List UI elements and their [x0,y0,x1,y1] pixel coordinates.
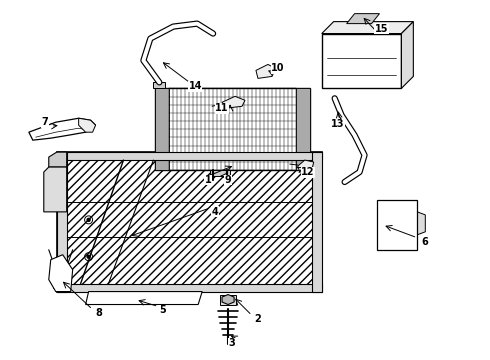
Text: 8: 8 [95,309,102,319]
Polygon shape [44,167,67,212]
Polygon shape [153,82,165,88]
Polygon shape [322,33,401,88]
Text: 4: 4 [212,207,219,217]
Circle shape [87,219,90,221]
Polygon shape [155,88,310,170]
Polygon shape [298,160,314,172]
Polygon shape [377,200,417,250]
Polygon shape [210,170,230,176]
Polygon shape [312,152,322,292]
Polygon shape [256,64,276,78]
Circle shape [87,255,90,258]
Polygon shape [49,255,73,292]
Polygon shape [155,88,169,170]
Text: 14: 14 [189,81,202,91]
Text: 15: 15 [375,24,388,33]
Polygon shape [67,160,312,284]
Polygon shape [86,292,202,305]
Text: 3: 3 [229,338,235,348]
Polygon shape [49,152,67,167]
Polygon shape [222,96,245,108]
Polygon shape [57,152,67,292]
Text: 2: 2 [255,314,261,324]
Polygon shape [57,152,322,160]
Text: 5: 5 [159,306,166,315]
Polygon shape [29,118,96,140]
Polygon shape [322,22,414,33]
Text: 6: 6 [421,237,428,247]
Text: 7: 7 [41,117,48,127]
Polygon shape [346,14,379,24]
Polygon shape [401,22,414,88]
Text: 9: 9 [225,175,231,185]
Polygon shape [78,118,96,132]
Text: 11: 11 [215,103,229,113]
Polygon shape [57,284,322,292]
Polygon shape [296,88,310,170]
Text: 12: 12 [301,167,315,177]
Polygon shape [417,212,425,235]
Polygon shape [222,294,234,305]
Text: 10: 10 [271,63,285,73]
Text: 13: 13 [331,119,344,129]
Text: 1: 1 [205,175,212,185]
Polygon shape [220,294,236,305]
Polygon shape [57,152,322,292]
